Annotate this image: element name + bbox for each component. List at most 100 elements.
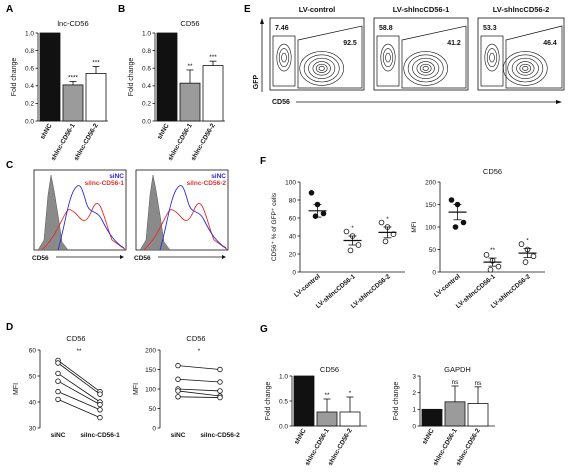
contour-ring <box>278 48 290 67</box>
x-tick-label: shlnc-CD56-2 <box>327 427 354 467</box>
gate-left <box>376 35 400 87</box>
contour-ring <box>511 57 539 79</box>
significance-mark: *** <box>92 59 100 66</box>
panel-label-b: B <box>118 4 125 15</box>
legend-entry: siNC <box>109 173 124 180</box>
point-before <box>55 378 61 384</box>
y-axis-label: MFI <box>411 221 418 232</box>
y-axis-label: GFP <box>253 74 260 89</box>
y-tick-label: 0.6 <box>25 66 34 73</box>
contour-ring <box>318 65 325 71</box>
y-tick-label: 0.2 <box>142 101 151 108</box>
significance-mark: ** <box>187 63 193 70</box>
contour-ring <box>422 65 429 71</box>
x-tick-label: LV-control <box>433 273 462 299</box>
y-tick-label: 2 <box>412 390 416 397</box>
silnc-histogram <box>143 202 229 251</box>
y-tick-label: 0.8 <box>25 48 34 55</box>
flow-frame <box>373 17 469 91</box>
pair-line <box>177 396 221 398</box>
y-axis-label: Fold change <box>265 382 272 421</box>
pair-line <box>57 399 101 418</box>
contour-ring <box>276 43 292 72</box>
bar <box>202 65 224 122</box>
point-after <box>217 394 223 401</box>
bar <box>62 84 84 122</box>
y-tick-label: 0.0 <box>142 118 151 125</box>
data-point <box>308 190 315 196</box>
contour-ring <box>484 43 500 72</box>
gate-percent: 41.2 <box>447 40 461 47</box>
x-tick-label: siNC <box>171 432 186 439</box>
panel-label-d: D <box>6 322 13 333</box>
data-point <box>530 253 537 260</box>
x-tick-label: shlnc-CD56-2 <box>190 122 217 162</box>
contour-ring <box>315 63 328 73</box>
point-before <box>175 362 181 369</box>
arrow-head <box>120 255 124 259</box>
point-after <box>97 401 103 408</box>
y-tick-label: 100 <box>145 386 156 393</box>
x-tick-label: shlnc-CD56-1 <box>304 427 331 467</box>
data-point <box>378 219 385 226</box>
panel-label-c: C <box>6 160 13 171</box>
bar <box>179 82 201 122</box>
histogram-frame <box>33 169 127 251</box>
y-tick-label: 100 <box>425 224 436 231</box>
arrow-head <box>260 18 264 24</box>
gate-percent: 58.8 <box>379 25 393 32</box>
data-point <box>347 247 354 254</box>
point-after <box>217 388 223 394</box>
significance-mark: ns <box>452 379 460 386</box>
panel-label-a: A <box>6 4 13 15</box>
x-tick-label: shlnc-CD56-1 <box>50 122 77 162</box>
y-tick-label: 200 <box>145 347 156 354</box>
chart-title: CD56 <box>483 167 502 176</box>
contour-ring <box>281 52 287 63</box>
contour-ring <box>380 43 396 72</box>
panel-label-f: F <box>260 156 266 167</box>
point-before <box>175 376 181 382</box>
significance-mark: * <box>198 348 201 355</box>
point-after <box>97 414 103 421</box>
y-tick-label: 3 <box>412 373 416 380</box>
flow-plot-title: LV-control <box>299 5 336 14</box>
contour-ring <box>489 52 495 63</box>
point-before <box>55 396 61 403</box>
flow-plot-title: LV-shlncCD56-2 <box>493 5 550 14</box>
significance-mark: * <box>351 225 354 232</box>
significance-mark: ** <box>324 392 330 399</box>
flow-frame <box>477 17 565 91</box>
contour-ring <box>412 57 440 79</box>
data-point <box>518 241 525 247</box>
y-axis-label: Fold change <box>128 58 135 97</box>
chart-title: CD56 <box>66 334 85 343</box>
x-tick-label: shlnc-CD56-2 <box>455 427 482 467</box>
y-tick-label: 0.4 <box>25 83 34 90</box>
legend-entry: siNC <box>211 173 226 180</box>
point-before <box>175 394 181 400</box>
chart-title: GAPDH <box>444 365 471 374</box>
gate-left <box>272 35 296 87</box>
x-tick-label: shNC <box>293 427 308 445</box>
data-point <box>452 224 459 230</box>
y-tick-label: 30 <box>29 425 37 432</box>
y-tick-label: 50 <box>29 373 37 380</box>
data-point <box>448 197 455 203</box>
gate-right <box>505 25 563 89</box>
bar <box>444 401 466 427</box>
flow-plot-title: LV-shlncCD56-1 <box>393 5 450 14</box>
pair-line <box>177 388 221 392</box>
sinc-histogram <box>57 185 125 251</box>
pair-line <box>177 365 221 370</box>
contour-ring <box>519 63 532 73</box>
x-tick-label: shNC <box>156 122 171 140</box>
data-point <box>460 219 467 226</box>
data-point <box>355 242 362 248</box>
y-axis-label: Fold change <box>11 58 18 97</box>
x-axis-label: CD56 <box>32 255 49 262</box>
legend-entry: silnc-CD56-2 <box>187 180 227 187</box>
bar <box>85 73 107 122</box>
contour-ring <box>308 57 336 79</box>
y-axis-label: MFI <box>13 383 20 395</box>
